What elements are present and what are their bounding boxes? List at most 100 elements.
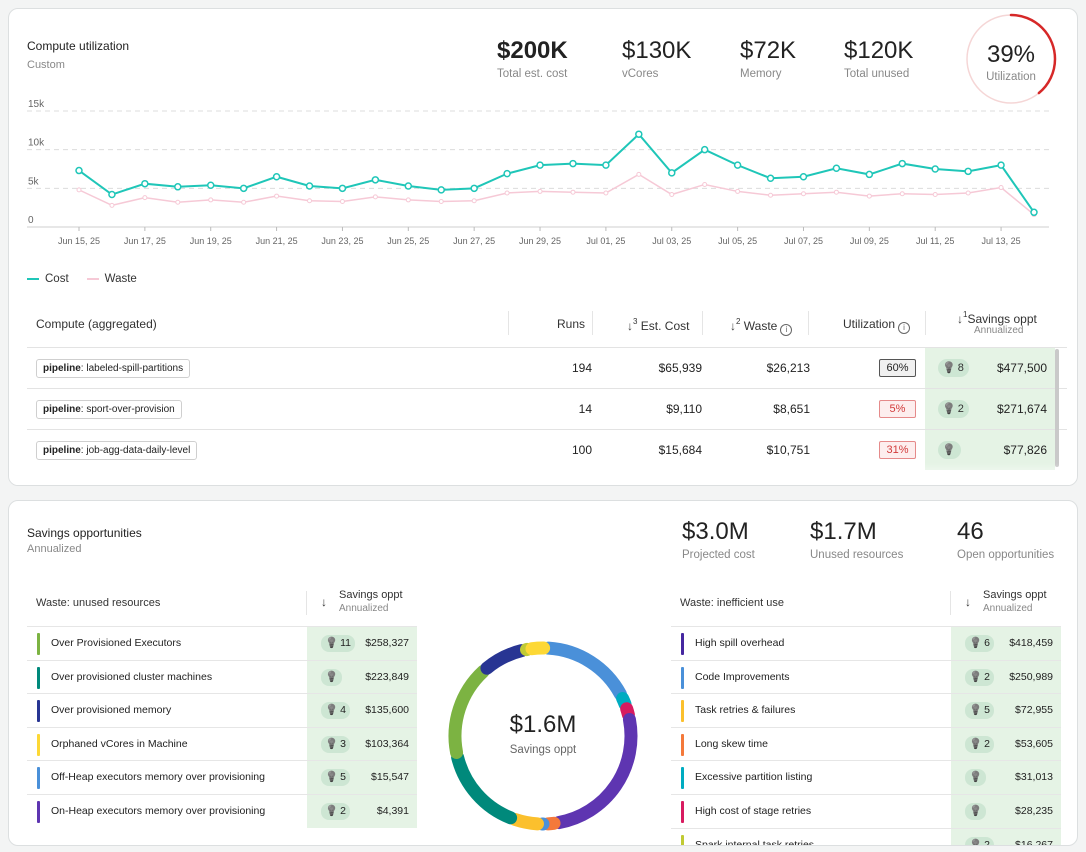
opportunities-chip[interactable]: 💡 2 bbox=[938, 400, 969, 418]
waste-point bbox=[932, 192, 938, 198]
savings-amount: $103,364 bbox=[365, 737, 409, 750]
list-item[interactable]: Over provisioned memory 💡 4 $135,600 bbox=[27, 693, 417, 728]
sort-down-icon: ↓ bbox=[627, 319, 633, 333]
cost-point bbox=[569, 159, 577, 168]
list-item[interactable]: Excessive partition listing 💡 $31,013 bbox=[671, 760, 1061, 795]
list-item[interactable]: Off-Heap executors memory over provision… bbox=[27, 760, 417, 795]
list-item[interactable]: High spill overhead 💡 6 $418,459 bbox=[671, 626, 1061, 660]
col-runs[interactable]: Runs bbox=[557, 317, 586, 331]
opportunities-chip[interactable]: 💡 3 bbox=[321, 735, 350, 753]
col-savings-oppt[interactable]: Savings oppt bbox=[983, 589, 1047, 601]
table-row[interactable]: pipeline: labeled-spill-partitions 194 $65… bbox=[27, 347, 1067, 388]
cost-point bbox=[338, 184, 347, 193]
opportunities-chip[interactable]: 💡 11 bbox=[321, 635, 355, 652]
savings-cell: 💡 2 $16,267 bbox=[951, 828, 1061, 845]
opportunities-chip[interactable]: 💡 6 bbox=[965, 635, 994, 652]
sort-down-icon: ↓ bbox=[957, 312, 963, 326]
col-waste-unused[interactable]: Waste: unused resources bbox=[36, 597, 161, 609]
x-tick-label: Jun 15, 25 bbox=[58, 236, 100, 246]
col-savings-oppt[interactable]: Savings oppt bbox=[339, 589, 403, 601]
cost-point bbox=[437, 186, 445, 194]
info-icon[interactable]: i bbox=[898, 322, 911, 334]
opportunities-chip[interactable]: 💡 2 bbox=[965, 668, 994, 686]
cost-waste-line-chart: 0 5k 10k 15k Jun 15, 25 Jun 17, 25 Jun 19, 25 J… bbox=[27, 99, 1049, 246]
opportunities-chip[interactable]: 💡 bbox=[965, 769, 987, 787]
opportunities-chip[interactable]: 💡 bbox=[321, 668, 343, 686]
col-utilization[interactable]: Utilization i bbox=[843, 317, 911, 334]
opportunities-chip[interactable]: 💡 8 bbox=[938, 359, 969, 377]
list-item[interactable]: Long skew time 💡 2 $53,605 bbox=[671, 726, 1061, 761]
col-waste-inefficient[interactable]: Waste: inefficient use bbox=[680, 597, 784, 609]
opportunities-chip[interactable]: 💡 5 bbox=[965, 702, 994, 720]
opportunities-chip[interactable]: 💡 2 bbox=[965, 735, 994, 753]
col-waste[interactable]: ↓2 Waste i bbox=[730, 317, 793, 336]
waste-point bbox=[899, 191, 905, 197]
waste-point bbox=[405, 197, 411, 203]
waste-point bbox=[109, 202, 115, 208]
opportunities-chip[interactable]: 💡 bbox=[965, 803, 987, 820]
opportunities-chip[interactable]: 💡 bbox=[938, 441, 961, 459]
lightbulb-icon: 💡 bbox=[969, 771, 983, 784]
table-scrollbar[interactable] bbox=[1055, 349, 1059, 467]
opportunities-chip[interactable]: 💡 2 bbox=[321, 803, 350, 820]
waste-cell: $26,213 bbox=[766, 361, 810, 375]
category-label: High cost of stage retries bbox=[695, 805, 812, 817]
cost-point bbox=[272, 172, 281, 181]
utilization-badge: 31% bbox=[879, 441, 916, 459]
list-item[interactable]: Over Provisioned Executors 💡 11 $258,327 bbox=[27, 626, 417, 660]
donut-segment[interactable] bbox=[451, 750, 518, 825]
waste-point bbox=[274, 193, 280, 199]
utilization-badge: 5% bbox=[879, 400, 916, 418]
series-waste-line bbox=[78, 173, 1035, 216]
legend-waste[interactable]: Waste bbox=[86, 273, 137, 285]
x-tick-label: Jul 13, 25 bbox=[982, 236, 1021, 246]
list-item[interactable]: Code Improvements 💡 2 $250,989 bbox=[671, 659, 1061, 694]
list-item[interactable]: Over provisioned cluster machines 💡 $223,8… bbox=[27, 659, 417, 694]
savings-cell: 💡 3 $103,364 bbox=[307, 727, 417, 761]
col-savings-oppt[interactable]: ↓1Savings oppt bbox=[957, 310, 1037, 326]
col-compute-aggregated[interactable]: Compute (aggregated) bbox=[36, 317, 157, 331]
list-item[interactable]: High cost of stage retries 💡 $28,235 bbox=[671, 794, 1061, 828]
info-icon[interactable]: i bbox=[780, 324, 793, 336]
donut-segment[interactable] bbox=[552, 713, 638, 830]
donut-segment[interactable] bbox=[480, 644, 529, 675]
category-color-bar bbox=[37, 700, 40, 723]
opportunities-chip[interactable]: 💡 4 bbox=[321, 702, 350, 720]
category-label: Over provisioned memory bbox=[51, 704, 172, 717]
pipeline-tag[interactable]: pipeline: sport-over-provision bbox=[36, 400, 182, 419]
list-item[interactable]: Orphaned vCores in Machine 💡 3 $103,364 bbox=[27, 726, 417, 761]
lightbulb-icon: 💡 bbox=[969, 670, 983, 683]
waste-point bbox=[735, 188, 741, 194]
list-item[interactable]: Task retries & failures 💡 5 $72,955 bbox=[671, 693, 1061, 728]
list-item[interactable]: On-Heap executors memory over provisioni… bbox=[27, 794, 417, 828]
savings-amount: $72,955 bbox=[1015, 704, 1053, 717]
cost-point bbox=[371, 176, 380, 184]
cost-point bbox=[668, 169, 676, 177]
category-color-bar bbox=[681, 666, 684, 689]
donut-segment[interactable] bbox=[542, 641, 627, 701]
est-cost-cell: $9,110 bbox=[666, 402, 702, 416]
opportunities-chip[interactable]: 💡 5 bbox=[321, 769, 350, 787]
donut-segment[interactable] bbox=[448, 664, 490, 759]
list-item[interactable]: Spark internal task retries 💡 2 $16,267 bbox=[671, 827, 1061, 845]
waste-point bbox=[800, 191, 806, 197]
donut-segment[interactable] bbox=[525, 641, 551, 656]
cost-point bbox=[931, 165, 939, 173]
pipeline-tag[interactable]: pipeline: labeled-spill-partitions bbox=[36, 359, 191, 378]
pipeline-tag[interactable]: pipeline: job-agg-data-daily-level bbox=[36, 441, 198, 460]
savings-cell: 💡 $223,849 bbox=[307, 660, 417, 694]
table-row[interactable]: pipeline: job-agg-data-daily-level 100 $15… bbox=[27, 429, 1067, 470]
col-est-cost[interactable]: ↓3 Est. Cost bbox=[627, 317, 690, 333]
kpi-projected-cost: $3.0M Projected cost bbox=[682, 518, 755, 561]
opportunities-chip[interactable]: 💡 2 bbox=[965, 836, 994, 845]
legend-cost[interactable]: Cost bbox=[27, 273, 69, 285]
est-cost-cell: $15,684 bbox=[658, 443, 702, 457]
x-tick-label: Jul 11, 25 bbox=[916, 236, 954, 246]
donut-segment[interactable] bbox=[508, 813, 544, 831]
sort-down-icon[interactable]: ↓ bbox=[965, 595, 971, 609]
table-row[interactable]: pipeline: sport-over-provision 14 $9,110 $8… bbox=[27, 388, 1067, 429]
sort-down-icon[interactable]: ↓ bbox=[321, 595, 327, 609]
category-label: Long skew time bbox=[695, 737, 768, 750]
savings-amount: $477,500 bbox=[996, 361, 1047, 375]
utilization-ring bbox=[965, 13, 1057, 105]
